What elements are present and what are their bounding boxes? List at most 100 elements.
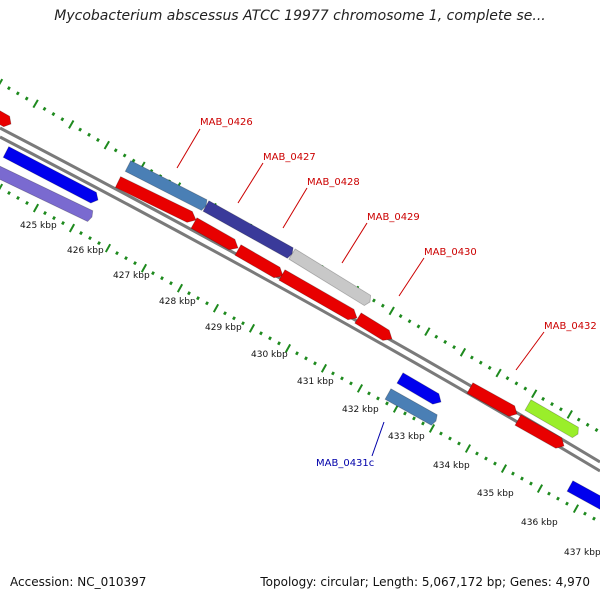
inner-tick-mark: [223, 311, 227, 316]
outer-tick-mark: [78, 127, 83, 132]
inner-tick-mark: [592, 516, 596, 521]
accession-text: Accession: NC_010397: [10, 575, 147, 589]
outer-tick-mark: [424, 327, 431, 336]
outer-tick-mark: [51, 112, 56, 117]
inner-tick-mark: [457, 441, 461, 446]
inner-tick-mark: [205, 301, 209, 306]
gene-label-leader: [398, 257, 425, 297]
outer-tick-mark: [32, 99, 39, 109]
inner-tick-mark: [25, 200, 29, 206]
inner-tick-mark: [536, 484, 544, 494]
inner-tick-mark: [412, 416, 416, 421]
gene-label: MAB_0431c: [316, 458, 374, 469]
inner-tick-track: [0, 183, 596, 521]
gene-feature: [124, 160, 208, 211]
gene-label-leader: [282, 187, 308, 229]
kbp-label: 434 kbp: [433, 461, 470, 471]
kbp-label: 425 kbp: [20, 221, 57, 231]
kbp-label: 435 kbp: [477, 489, 514, 499]
outer-tick-mark: [514, 381, 519, 386]
inner-tick-mark: [115, 251, 119, 256]
inner-tick-mark: [212, 303, 220, 313]
inner-tick-mark: [160, 276, 164, 281]
outer-tick-mark: [459, 347, 467, 357]
outer-tick-mark: [131, 158, 136, 163]
gene-feature: [524, 399, 579, 439]
inner-tick-mark: [331, 371, 335, 376]
gene-feature: [190, 217, 239, 251]
outer-tick-mark: [469, 355, 474, 360]
kbp-label: 431 kbp: [297, 377, 334, 387]
outer-tick-mark: [576, 417, 581, 422]
outer-tick-mark: [550, 402, 554, 407]
inner-tick-mark: [572, 504, 580, 514]
outer-tick-mark: [541, 396, 546, 401]
inner-tick-mark: [52, 216, 56, 221]
gene-feature: [0, 165, 94, 223]
inner-tick-mark: [428, 424, 436, 433]
outer-tick-mark: [398, 314, 403, 319]
kbp-label: 429 kbp: [205, 323, 242, 333]
inner-tick-mark: [403, 411, 407, 416]
inner-tick-mark: [421, 421, 425, 426]
outer-tick-mark: [6, 86, 11, 91]
outer-tick-mark: [122, 153, 127, 158]
outer-tick-mark: [594, 427, 599, 433]
outer-tick-mark: [87, 132, 91, 137]
inner-tick-mark: [268, 336, 272, 341]
outer-tick-mark: [478, 360, 483, 365]
inner-tick-mark: [376, 396, 380, 401]
outer-tick-mark: [380, 303, 385, 308]
gene-labels: MAB_0426 MAB_0427 MAB_0428 MAB_0429 MAB_0430…: [176, 117, 597, 469]
kbp-label: 432 kbp: [342, 405, 379, 415]
outer-tick-mark: [407, 319, 412, 324]
gene-feature: [0, 110, 12, 128]
outer-tick-mark: [487, 365, 492, 370]
inner-tick-mark: [439, 431, 443, 436]
gene-feature: [396, 372, 442, 405]
outer-tick-mark: [452, 345, 457, 350]
outer-tick-mark: [434, 334, 439, 339]
inner-tick-mark: [169, 281, 173, 286]
inner-tick-mark: [385, 401, 389, 406]
outer-tick-mark: [416, 324, 421, 329]
chromosome-backbone: [0, 126, 600, 473]
inner-tick-mark: [529, 481, 533, 486]
inner-tick-mark: [68, 223, 76, 233]
inner-tick-mark: [32, 203, 40, 213]
inner-tick-mark: [151, 271, 155, 276]
gene-label: MAB_0427: [263, 152, 316, 163]
outer-tick-mark: [443, 339, 448, 344]
kbp-label: 430 kbp: [251, 350, 288, 360]
inner-tick-mark: [320, 363, 328, 373]
inner-tick-mark: [313, 361, 317, 366]
outer-tick-mark: [585, 422, 590, 427]
inner-tick-mark: [484, 456, 488, 461]
inner-tick-mark: [277, 341, 281, 346]
outer-tick-mark: [42, 106, 47, 111]
outer-tick-mark: [523, 386, 528, 391]
outer-tick-mark: [531, 389, 538, 399]
gene-label-leader: [237, 162, 264, 204]
inner-tick-mark: [79, 231, 83, 236]
map-title: Mycobacterium abscessus ATCC 19977 chrom…: [54, 8, 546, 24]
gene-feature: [288, 248, 372, 307]
gene-label-leader: [341, 222, 368, 264]
kbp-label: 437 kbp: [564, 548, 600, 558]
inner-tick-mark: [340, 376, 344, 381]
inner-tick-mark: [511, 471, 515, 476]
inner-tick-mark: [367, 391, 371, 396]
outer-tick-mark: [15, 91, 20, 96]
gene-features: [0, 110, 600, 510]
kbp-label: 427 kbp: [113, 271, 150, 281]
outer-tick-mark: [0, 78, 4, 85]
inner-tick-mark: [556, 496, 560, 501]
gene-feature: [384, 388, 438, 426]
inner-tick-mark: [356, 383, 364, 393]
inner-tick-mark: [7, 190, 11, 196]
inner-tick-mark: [295, 351, 299, 356]
gene-feature: [234, 244, 284, 279]
gene-label: MAB_0428: [307, 177, 360, 188]
inner-tick-mark: [241, 321, 245, 326]
gene-feature: [466, 382, 518, 417]
